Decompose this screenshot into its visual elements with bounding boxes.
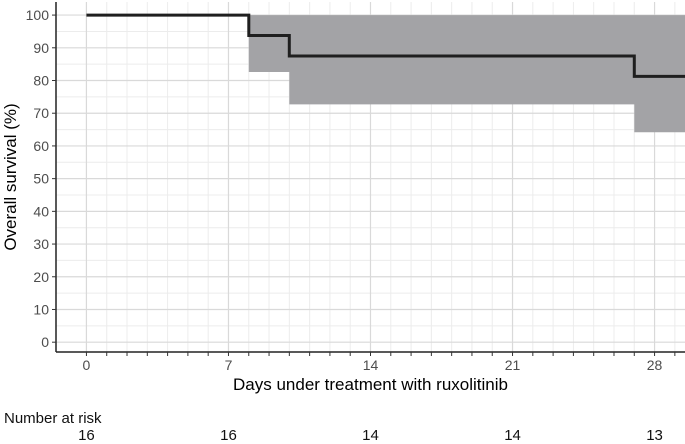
risk-table-row: 16 16 14 14 13 bbox=[0, 427, 685, 444]
risk-count: 16 bbox=[78, 427, 95, 444]
x-tick-label: 0 bbox=[83, 357, 91, 373]
y-tick-label: 50 bbox=[33, 171, 49, 187]
y-tick-label: 80 bbox=[33, 73, 49, 89]
risk-count: 14 bbox=[504, 427, 521, 444]
y-tick-label: 30 bbox=[33, 236, 49, 252]
confidence-band bbox=[86, 15, 685, 133]
x-tick-label: 7 bbox=[225, 357, 233, 373]
y-tick-label: 100 bbox=[26, 7, 50, 23]
risk-count: 16 bbox=[220, 427, 237, 444]
x-axis-title: Days under treatment with ruxolitinib bbox=[233, 375, 508, 394]
y-axis-title: Overall survival (%) bbox=[1, 103, 20, 250]
y-tick-label: 10 bbox=[33, 301, 49, 317]
x-tick-label: 28 bbox=[647, 357, 663, 373]
x-tick-label: 21 bbox=[505, 357, 521, 373]
y-tick-label: 20 bbox=[33, 269, 49, 285]
survival-curve bbox=[86, 13, 685, 78]
risk-table-title: Number at risk bbox=[4, 410, 102, 427]
y-tick-label: 40 bbox=[33, 203, 49, 219]
y-tick-label: 0 bbox=[41, 334, 49, 350]
y-tick-label: 90 bbox=[33, 40, 49, 56]
y-tick-label: 60 bbox=[33, 138, 49, 154]
x-tick-label: 14 bbox=[363, 357, 379, 373]
risk-count: 13 bbox=[646, 427, 663, 444]
y-tick-label: 70 bbox=[33, 105, 49, 121]
risk-count: 14 bbox=[362, 427, 379, 444]
